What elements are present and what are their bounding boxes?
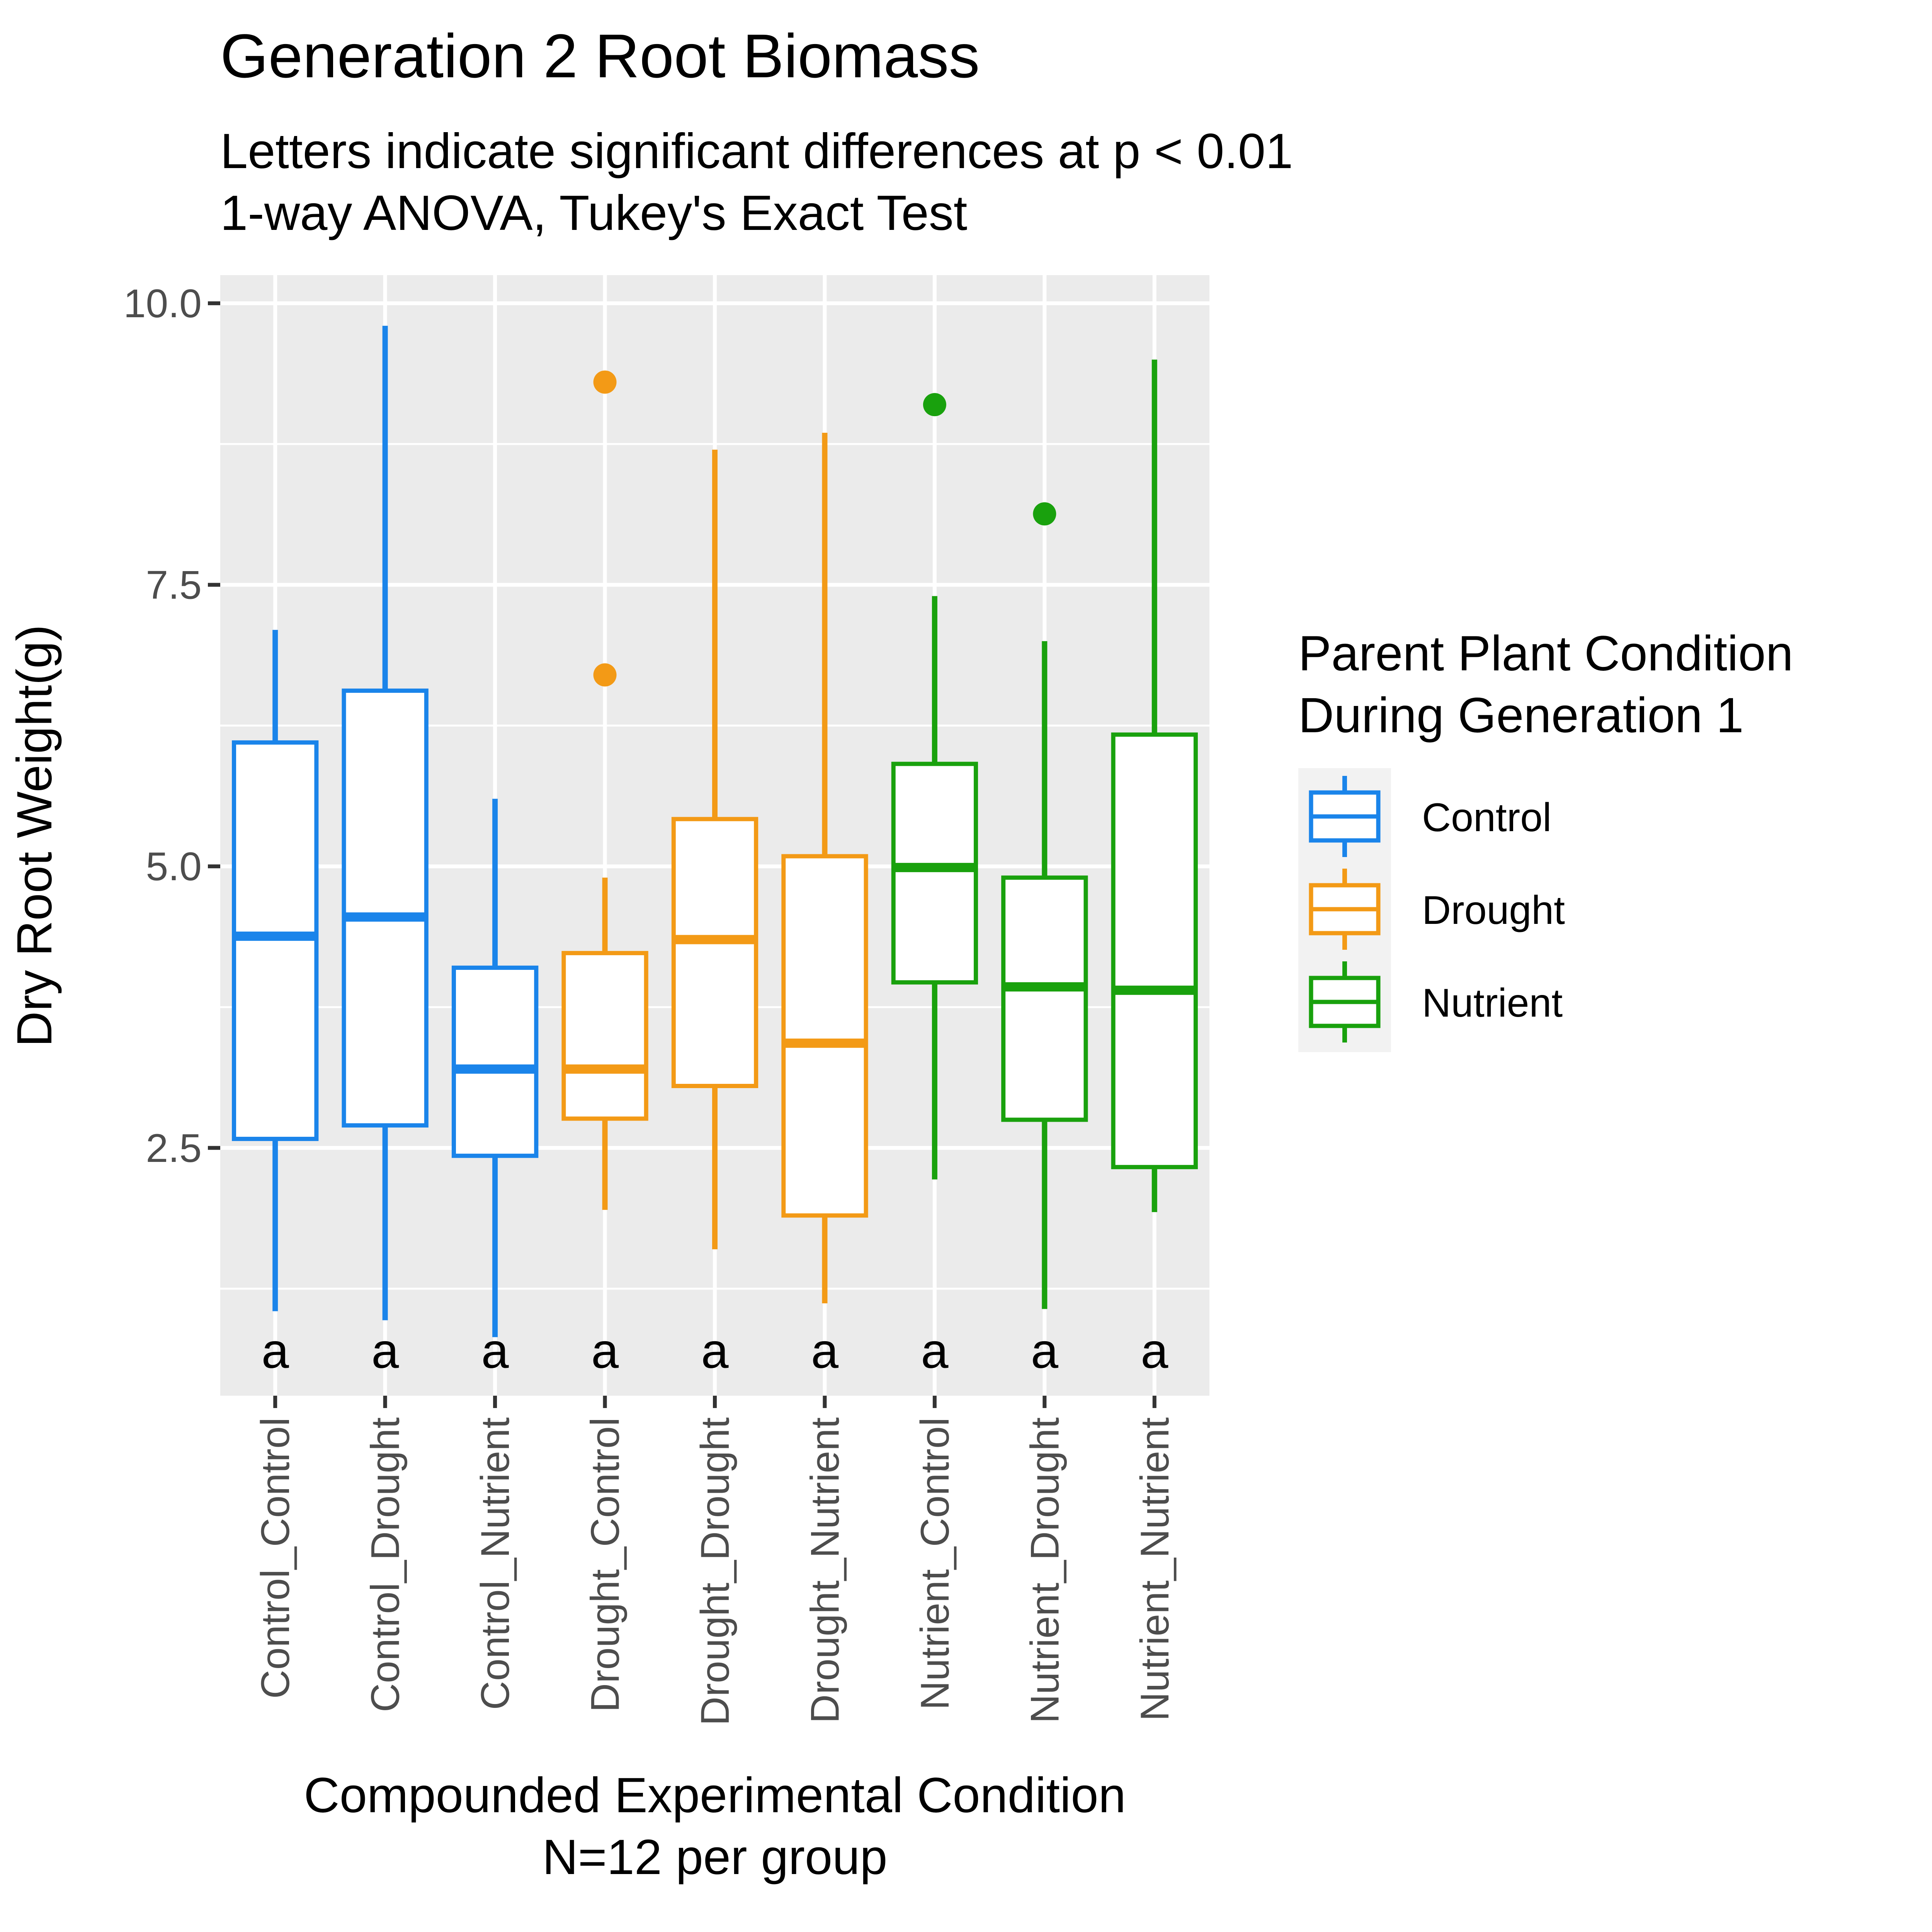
y-tick-label: 2.5	[146, 1126, 202, 1171]
box-Nutrient_Nutrient	[1111, 359, 1198, 1212]
legend-title-line-2: During Generation 1	[1298, 688, 1744, 743]
x-tick-label: Nutrient_Drought	[1022, 1417, 1067, 1723]
x-tick-label: Control_Drought	[363, 1417, 408, 1712]
box-iqr	[1001, 875, 1088, 1122]
significance-letter: a	[262, 1323, 289, 1379]
x-tick-label: Nutrient_Nutrient	[1133, 1417, 1177, 1721]
x-axis-title-line-2: N=12 per group	[542, 1830, 887, 1885]
significance-letter: a	[701, 1323, 729, 1379]
significance-letter: a	[481, 1323, 509, 1379]
outlier-point	[1033, 502, 1056, 526]
outlier-point	[923, 393, 946, 417]
x-tick-label: Drought_Control	[583, 1417, 628, 1712]
significance-letter: a	[371, 1323, 399, 1379]
x-tick-label: Nutrient_Control	[913, 1417, 957, 1710]
legend-item-control: Control	[1309, 776, 1551, 857]
y-tick-label: 10.0	[124, 281, 202, 326]
y-tick-label: 7.5	[146, 563, 202, 608]
significance-letter: a	[591, 1323, 619, 1379]
significance-letter: a	[811, 1323, 839, 1379]
outlier-point	[593, 663, 617, 687]
box-iqr	[342, 688, 429, 1128]
legend-item-nutrient: Nutrient	[1309, 961, 1563, 1043]
legend-item-drought: Drought	[1309, 869, 1565, 950]
legend-label: Drought	[1422, 888, 1565, 933]
box-iqr	[891, 762, 978, 985]
legend-keys: Control Drought Nutrient	[1309, 776, 1565, 1043]
box-Nutrient_Drought	[1001, 502, 1088, 1309]
significance-letter: a	[1141, 1323, 1168, 1379]
y-axis-title: Dry Root Weight(g)	[7, 624, 62, 1047]
chart-title: Generation 2 Root Biomass	[220, 21, 980, 90]
box-Drought_Control	[561, 370, 648, 1210]
chart-subtitle-line-1: Letters indicate significant differences…	[220, 124, 1293, 179]
box-layer	[232, 326, 1198, 1337]
legend: Parent Plant Condition During Generation…	[1298, 626, 1793, 1052]
box-Nutrient_Control	[891, 393, 978, 1180]
x-tick-label: Control_Nutrient	[473, 1417, 518, 1710]
significance-letter: a	[921, 1323, 949, 1379]
x-tick-label: Drought_Nutrient	[803, 1417, 847, 1723]
x-tick-label: Control_Control	[253, 1417, 298, 1699]
significance-letter: a	[1031, 1323, 1059, 1379]
legend-label: Nutrient	[1422, 981, 1563, 1026]
legend-label: Control	[1422, 795, 1551, 840]
x-axis: Control_Control Control_Drought Control_Nu…	[253, 1396, 1177, 1726]
outlier-point	[593, 370, 617, 394]
legend-title-line-1: Parent Plant Condition	[1298, 626, 1793, 681]
box-iqr	[561, 951, 648, 1121]
x-axis-title-line-1: Compounded Experimental Condition	[304, 1768, 1126, 1823]
box-Drought_Drought	[671, 449, 759, 1250]
box-Control_Control	[232, 630, 319, 1311]
x-tick-label: Drought_Drought	[693, 1417, 738, 1726]
box-Drought_Nutrient	[781, 433, 868, 1304]
box-Control_Drought	[342, 326, 429, 1320]
y-tick-label: 5.0	[146, 844, 202, 889]
y-axis: 2.5 5.0 7.5 10.0	[124, 281, 220, 1171]
box-iqr	[451, 965, 539, 1158]
chart-subtitle-line-2: 1-way ANOVA, Tukey's Exact Test	[220, 185, 967, 241]
box-iqr	[781, 854, 868, 1218]
box-iqr	[671, 817, 759, 1088]
box-Control_Nutrient	[451, 799, 539, 1337]
box-iqr	[1111, 732, 1198, 1169]
